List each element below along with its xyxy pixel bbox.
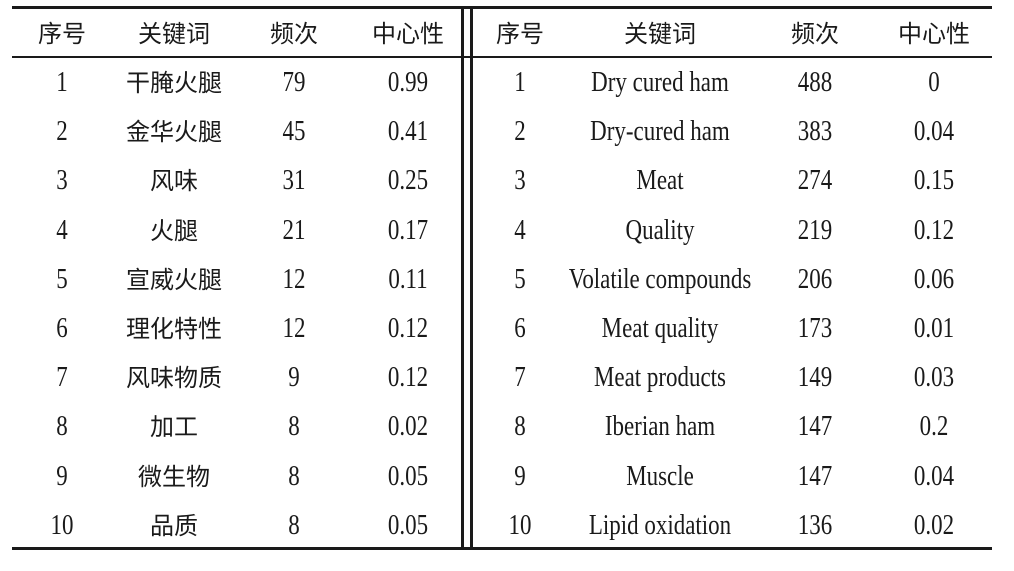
left-row-4-index: 4	[56, 214, 68, 246]
left-row-2-frequency: 45	[282, 116, 306, 148]
right-row-3-frequency: 274	[797, 165, 833, 197]
right-row-6-index: 6	[514, 313, 526, 344]
right-row-4-frequency: 219	[797, 214, 833, 246]
left-row-3-index: 3	[56, 165, 68, 197]
right-header-index: 序号	[496, 20, 544, 48]
right-row-8-index: 8	[514, 411, 526, 443]
right-row-10-keyword: Lipid oxidation	[588, 509, 732, 541]
left-row-7-frequency: 9	[288, 362, 300, 394]
right-row-2-keyword: Dry-cured ham	[590, 116, 730, 148]
left-row-1-keyword: 干腌火腿	[126, 69, 222, 97]
right-row-9-keyword: Muscle	[626, 460, 694, 492]
left-row-1-centrality: 0.99	[387, 67, 429, 98]
left-row-4-frequency: 21	[282, 214, 306, 246]
right-header-centrality: 中心性	[898, 20, 970, 48]
left-row-4-keyword: 火腿	[150, 216, 198, 245]
left-row-2-centrality: 0.41	[387, 116, 429, 148]
left-row-3-keyword: 风味	[150, 167, 198, 196]
right-row-8-frequency: 147	[797, 411, 833, 443]
right-row-7-frequency: 149	[797, 362, 833, 394]
left-row-8-frequency: 8	[288, 411, 300, 443]
right-row-5-centrality: 0.06	[913, 263, 955, 295]
right-header-frequency: 频次	[791, 20, 839, 48]
left-row-6-keyword: 理化特性	[126, 315, 222, 343]
left-row-5-index: 5	[56, 263, 68, 295]
left-row-10-centrality: 0.05	[387, 509, 429, 541]
header-rule	[12, 56, 992, 58]
right-row-7-keyword: Meat products	[594, 362, 726, 394]
right-row-7-centrality: 0.03	[913, 362, 955, 394]
right-row-5-frequency: 206	[797, 263, 833, 295]
left-row-2-index: 2	[56, 116, 68, 148]
bottom-rule	[12, 547, 992, 550]
left-row-7-keyword: 风味物质	[126, 364, 222, 393]
right-row-5-keyword: Volatile compounds	[568, 263, 752, 295]
left-row-8-keyword: 加工	[150, 413, 198, 442]
left-row-3-centrality: 0.25	[387, 165, 429, 197]
left-row-10-frequency: 8	[288, 509, 300, 541]
right-row-10-index: 10	[508, 509, 532, 541]
right-row-8-keyword: Iberian ham	[604, 411, 716, 443]
column-divider-right	[470, 8, 473, 549]
right-row-10-frequency: 136	[797, 509, 833, 541]
left-row-9-keyword: 微生物	[138, 462, 210, 491]
right-row-1-keyword: Dry cured ham	[591, 67, 729, 98]
right-row-1-frequency: 488	[797, 67, 833, 98]
left-row-8-index: 8	[56, 411, 68, 443]
right-row-4-centrality: 0.12	[913, 214, 955, 246]
left-row-5-frequency: 12	[282, 263, 306, 295]
left-row-6-centrality: 0.12	[387, 313, 429, 344]
left-row-1-index: 1	[56, 67, 68, 98]
right-header-keyword: 关键词	[624, 20, 696, 48]
left-header-index: 序号	[38, 20, 86, 48]
top-rule	[12, 6, 992, 9]
left-header-frequency: 频次	[270, 20, 318, 48]
left-row-5-centrality: 0.11	[388, 263, 428, 295]
left-row-9-frequency: 8	[288, 460, 300, 492]
right-row-3-centrality: 0.15	[913, 165, 955, 197]
right-row-1-centrality: 0	[928, 67, 940, 98]
right-row-3-keyword: Meat	[636, 165, 684, 197]
left-row-7-index: 7	[56, 362, 68, 394]
left-row-6-frequency: 12	[282, 313, 306, 344]
right-row-6-centrality: 0.01	[913, 313, 955, 344]
right-row-4-index: 4	[514, 214, 526, 246]
left-row-2-keyword: 金华火腿	[126, 118, 222, 147]
left-row-10-keyword: 品质	[150, 511, 198, 540]
left-header-centrality: 中心性	[372, 20, 444, 48]
column-divider-left	[461, 8, 464, 549]
right-row-4-keyword: Quality	[625, 214, 695, 246]
right-row-1-index: 1	[514, 67, 526, 98]
right-row-2-frequency: 383	[797, 116, 833, 148]
left-row-3-frequency: 31	[282, 165, 306, 197]
right-row-6-frequency: 173	[797, 313, 833, 344]
right-row-9-centrality: 0.04	[913, 460, 955, 492]
right-row-9-frequency: 147	[797, 460, 833, 492]
left-row-7-centrality: 0.12	[387, 362, 429, 394]
left-row-5-keyword: 宣威火腿	[126, 265, 222, 294]
left-row-9-index: 9	[56, 460, 68, 492]
right-row-5-index: 5	[514, 263, 526, 295]
left-header-keyword: 关键词	[138, 20, 210, 48]
right-row-7-index: 7	[514, 362, 526, 394]
right-row-2-centrality: 0.04	[913, 116, 955, 148]
right-row-2-index: 2	[514, 116, 526, 148]
right-row-3-index: 3	[514, 165, 526, 197]
right-row-6-keyword: Meat quality	[601, 313, 719, 344]
left-row-6-index: 6	[56, 313, 68, 344]
right-row-8-centrality: 0.2	[919, 411, 949, 443]
left-row-8-centrality: 0.02	[387, 411, 429, 443]
right-row-10-centrality: 0.02	[913, 509, 955, 541]
left-row-4-centrality: 0.17	[387, 214, 429, 246]
right-row-9-index: 9	[514, 460, 526, 492]
left-row-1-frequency: 79	[282, 67, 306, 98]
left-row-9-centrality: 0.05	[387, 460, 429, 492]
left-row-10-index: 10	[50, 509, 74, 541]
